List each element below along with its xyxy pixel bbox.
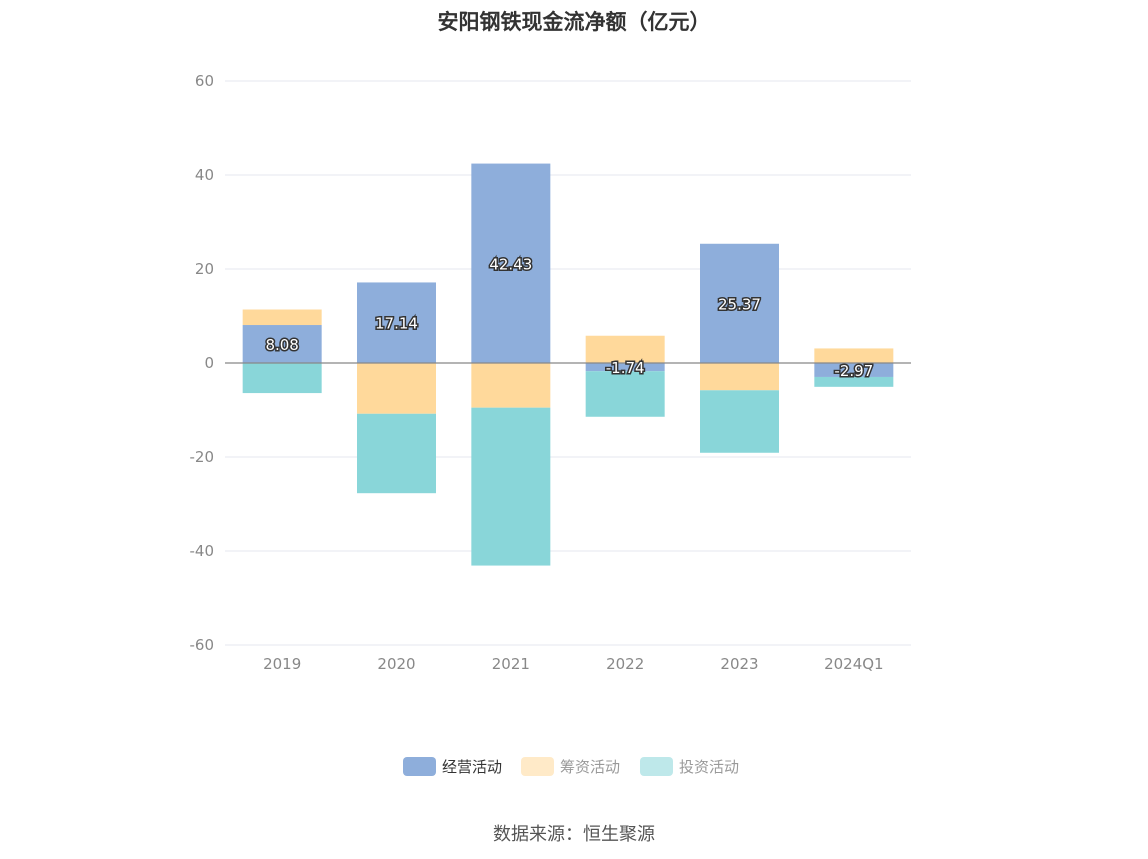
y-tick-label-40: 40 xyxy=(195,166,214,184)
data-labels: 8.08 17.14 42.43 -1.74 25.37 -2.97 xyxy=(264,254,875,382)
legend-item-筹资活动[interactable]: 筹资活动 xyxy=(521,757,620,776)
bar-投资活动-2021 xyxy=(471,407,551,566)
legend-item-投资活动[interactable]: 投资活动 xyxy=(640,757,739,776)
data-source: 数据来源：恒生聚源 xyxy=(493,824,655,845)
bar-经营活动-2022 xyxy=(585,363,665,372)
bar-筹资活动-2019 xyxy=(242,309,322,326)
data-label-2023: 25.37 xyxy=(718,295,761,313)
bar-经营活动-2024Q1 xyxy=(814,363,894,377)
y-tick-label--40: -40 xyxy=(190,542,215,560)
data-label-2021: 42.43 xyxy=(489,255,532,273)
y-tick-label-0: 0 xyxy=(204,354,214,372)
bar-筹资活动-2023 xyxy=(700,363,779,391)
x-tick-label-2023: 2023 xyxy=(720,655,758,673)
y-tick-label-60: 60 xyxy=(195,72,214,90)
data-label-2019: 8.08 xyxy=(265,336,298,354)
bar-经营活动-2023 xyxy=(700,243,779,363)
bar-投资活动-2023 xyxy=(700,390,779,453)
x-tick-label-2019: 2019 xyxy=(263,655,301,673)
bar-投资活动-2022 xyxy=(585,371,665,417)
bars xyxy=(242,163,894,566)
x-tick-label-2024Q1: 2024Q1 xyxy=(824,655,884,673)
x-tick-label-2020: 2020 xyxy=(377,655,415,673)
bar-筹资活动-2024Q1 xyxy=(814,348,894,363)
legend-swatch-经营活动 xyxy=(403,757,436,776)
x-axis: 2019 2020 2021 2022 2023 2024Q1 xyxy=(263,655,884,673)
bar-经营活动-2019 xyxy=(242,325,322,363)
legend-swatch-筹资活动 xyxy=(521,757,554,776)
bar-筹资活动-2020 xyxy=(357,363,436,414)
bar-投资活动-2020 xyxy=(357,413,436,494)
legend: 经营活动 筹资活动 投资活动 xyxy=(403,757,739,776)
legend-label-投资活动: 投资活动 xyxy=(679,758,739,776)
legend-label-筹资活动: 筹资活动 xyxy=(560,758,620,776)
y-tick-label--60: -60 xyxy=(190,636,215,654)
x-tick-label-2022: 2022 xyxy=(606,655,644,673)
legend-item-经营活动[interactable]: 经营活动 xyxy=(403,757,502,776)
x-tick-label-2021: 2021 xyxy=(492,655,530,673)
bar-投资活动-2024Q1 xyxy=(814,376,894,387)
bar-经营活动-2021 xyxy=(471,163,551,363)
chart-title: 安阳钢铁现金流净额（亿元） xyxy=(437,10,711,34)
bar-投资活动-2019 xyxy=(242,363,322,394)
bar-经营活动-2020 xyxy=(357,282,436,363)
grid-lines xyxy=(225,80,911,646)
data-label-2020: 17.14 xyxy=(375,315,418,333)
data-label-2024Q1: -2.97 xyxy=(834,362,873,380)
data-label-2022: -1.74 xyxy=(606,359,645,377)
y-tick-label--20: -20 xyxy=(190,448,215,466)
bar-筹资活动-2022 xyxy=(585,335,665,363)
legend-swatch-投资活动 xyxy=(640,757,673,776)
bar-筹资活动-2021 xyxy=(471,363,551,408)
legend-label-经营活动: 经营活动 xyxy=(442,758,502,776)
y-tick-label-20: 20 xyxy=(195,260,214,278)
y-axis: 60 40 20 0 -20 -40 -60 xyxy=(190,72,215,654)
